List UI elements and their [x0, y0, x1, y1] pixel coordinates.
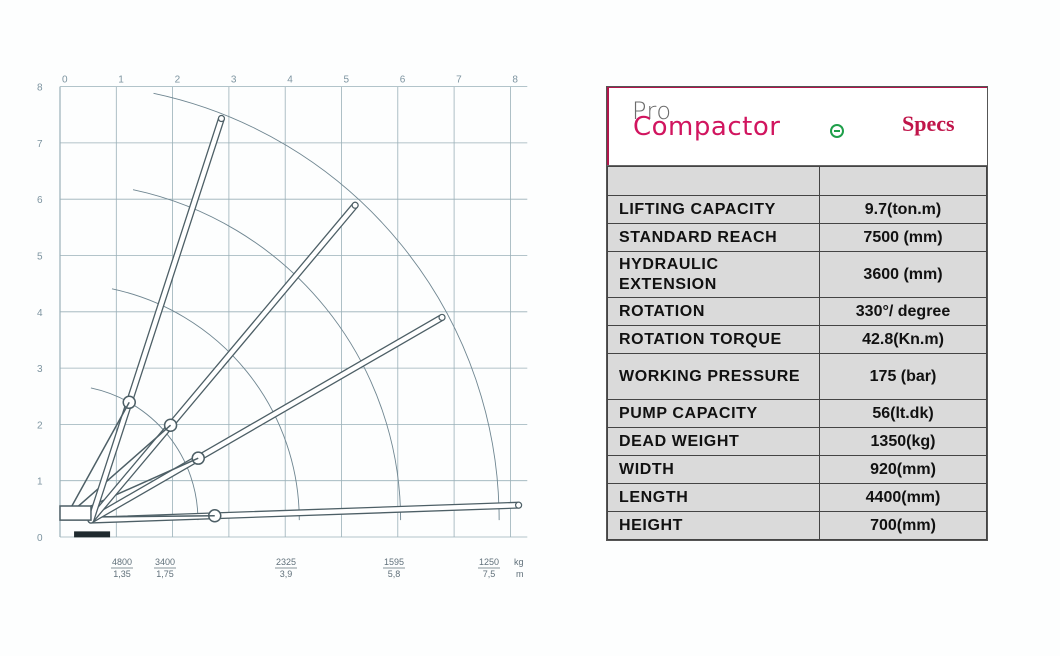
leaf-logo-icon [830, 124, 844, 138]
x-tick-label: 4 [287, 75, 293, 86]
y-tick-label: 4 [37, 308, 43, 319]
x-tick-label: 6 [400, 75, 406, 86]
blank-cell [607, 166, 820, 196]
y-tick-label: 6 [37, 195, 43, 206]
reach-arc [132, 189, 402, 521]
brand-logo-pro: Pro [632, 97, 672, 125]
header-accent-line [607, 87, 987, 88]
crane-booms [59, 114, 523, 538]
y-tick-label: 2 [37, 420, 43, 431]
load-kg-label: 3400 [155, 557, 175, 567]
y-tick-label: 5 [37, 252, 43, 263]
boom-arm-inner [88, 203, 358, 523]
specs-table: LIFTING CAPACITY 9.7(ton.m) STANDARD REA… [607, 166, 987, 540]
table-row: WIDTH 920(mm) [607, 455, 987, 484]
table-row: HYDRAULIC EXTENSION 3600 (mm) [607, 251, 987, 298]
y-tick-label: 8 [37, 83, 43, 94]
hydraulic-cylinder [65, 424, 172, 518]
table-row: PUMP CAPACITY 56(lt.dk) [607, 399, 987, 428]
spec-label: WIDTH [607, 455, 820, 484]
spec-label: HYDRAULIC EXTENSION [607, 251, 820, 298]
x-tick-label: 5 [344, 75, 350, 86]
spec-value: 3600 (mm) [819, 251, 987, 298]
load-m-label: 5,8 [388, 569, 401, 579]
table-blank-row [607, 166, 987, 196]
table-row: DEAD WEIGHT 1350(kg) [607, 427, 987, 456]
load-kg-label: 2325 [276, 557, 296, 567]
boom-arm-inner [88, 502, 521, 523]
unit-m-label: m [516, 569, 524, 579]
spec-value: 4400(mm) [819, 483, 987, 512]
load-table: 4800 1,35 3400 1,75 2325 3,9 1595 5,8 1250 7,5 kg m [111, 557, 524, 579]
y-tick-label: 3 [37, 364, 43, 375]
x-tick-label: 1 [118, 75, 124, 86]
diagram-grid [59, 86, 528, 538]
specs-panel: Pro Compactor Specs LIFTING CAPACITY 9.7… [606, 86, 988, 541]
x-tick-label: 3 [231, 75, 237, 86]
y-tick-label: 0 [37, 533, 43, 544]
x-tick-label: 0 [62, 75, 68, 86]
spec-value: 920(mm) [819, 455, 987, 484]
crane-base [74, 531, 111, 538]
brand-logo-compactor: Compactor [633, 112, 781, 142]
boom-tip [217, 114, 226, 123]
spec-value: 1350(kg) [819, 427, 987, 456]
load-m-label: 3,9 [280, 569, 293, 579]
spec-value: 175 (bar) [819, 353, 987, 400]
spec-label: HEIGHT [607, 511, 820, 540]
x-tick-label: 8 [512, 75, 518, 86]
spec-label: WORKING PRESSURE [607, 353, 820, 400]
unit-kg-label: kg [514, 557, 524, 567]
table-row: LENGTH 4400(mm) [607, 483, 987, 512]
reach-arc [111, 288, 300, 521]
load-kg-label: 4800 [112, 557, 132, 567]
y-tick-label: 7 [37, 139, 43, 150]
load-m-label: 1,35 [113, 569, 131, 579]
table-row: ROTATION TORQUE 42.8(Kn.m) [607, 325, 987, 354]
spec-value: 9.7(ton.m) [819, 195, 987, 224]
x-tick-label: 7 [456, 75, 462, 86]
specs-title: Specs [902, 111, 955, 136]
crane-mast [59, 505, 92, 521]
spec-label: LENGTH [607, 483, 820, 512]
blank-cell [819, 166, 987, 196]
spec-value: 330°/ degree [819, 297, 987, 326]
spec-label: PUMP CAPACITY [607, 399, 820, 428]
axis-tick-labels: 0 1 2 3 4 5 6 7 8 0 1 2 3 4 5 6 7 8 [37, 75, 518, 544]
crane-reach-diagram: 0 1 2 3 4 5 6 7 8 0 1 2 3 4 5 6 7 8 4800 1,35 3400 1,75 2325 3… [37, 75, 528, 579]
boom-tip [438, 313, 446, 322]
spec-value: 7500 (mm) [819, 223, 987, 252]
table-row: ROTATION 330°/ degree [607, 297, 987, 326]
boom-arm-inner [88, 116, 224, 523]
x-tick-label: 2 [175, 75, 181, 86]
spec-label: LIFTING CAPACITY [607, 195, 820, 224]
hydraulic-cylinder [64, 401, 130, 518]
boom-tip [514, 501, 523, 509]
boom-arm-inner [88, 315, 445, 523]
load-m-label: 1,75 [156, 569, 174, 579]
reach-arcs [90, 92, 500, 521]
load-kg-label: 1250 [479, 557, 499, 567]
table-row: HEIGHT 700(mm) [607, 511, 987, 540]
load-m-label: 7,5 [483, 569, 496, 579]
table-row: LIFTING CAPACITY 9.7(ton.m) [607, 195, 987, 224]
header-accent-bar [607, 87, 609, 165]
spec-label: ROTATION [607, 297, 820, 326]
spec-label: DEAD WEIGHT [607, 427, 820, 456]
spec-value: 56(lt.dk) [819, 399, 987, 428]
reach-arc [153, 92, 500, 521]
spec-value: 42.8(Kn.m) [819, 325, 987, 354]
boom-tip [351, 201, 359, 209]
reach-arc [90, 387, 199, 521]
spec-label: ROTATION TORQUE [607, 325, 820, 354]
y-tick-label: 1 [37, 477, 43, 488]
table-row: STANDARD REACH 7500 (mm) [607, 223, 987, 252]
spec-value: 700(mm) [819, 511, 987, 540]
load-kg-label: 1595 [384, 557, 404, 567]
spec-label: STANDARD REACH [607, 223, 820, 252]
table-row: WORKING PRESSURE 175 (bar) [607, 353, 987, 400]
specs-header: Pro Compactor Specs [607, 87, 987, 166]
